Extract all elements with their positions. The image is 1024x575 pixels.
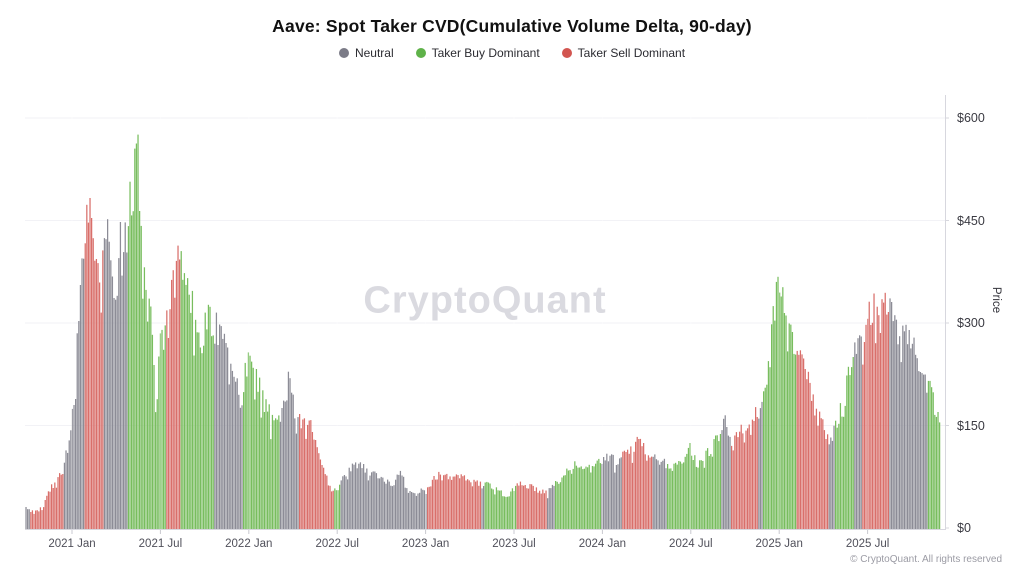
x-tick-label: 2024 Jan [578,538,627,550]
x-tick-label: 2021 Jul [138,538,183,550]
watermark: CryptoQuant [363,279,607,322]
legend-label-taker-buy: Taker Buy Dominant [431,46,540,60]
copyright-note: © CryptoQuant. All rights reserved [850,554,1002,565]
x-tick-label: 2025 Jan [755,538,803,550]
x-tick-label: 2022 Jul [315,538,359,550]
y-tick-label: $300 [957,316,985,330]
legend-item-taker-sell: Taker Sell Dominant [561,46,686,60]
legend: Neutral Taker Buy Dominant Taker Sell Do… [0,46,1024,60]
y-tick-label: $150 [957,418,985,433]
y-axis-title: Price [990,286,1002,314]
taker-buy-dot-icon [415,48,426,58]
y-tick-label: $0 [957,521,971,535]
y-axis: $0 $150 $300 $450 $600 [957,0,1017,575]
x-tick-label: 2023 Jul [492,538,536,550]
x-tick-label: 2022 Jan [225,538,273,550]
legend-label-neutral: Neutral [354,46,394,60]
neutral-dot-icon [338,48,349,58]
legend-item-neutral: Neutral [338,46,394,60]
x-tick-label: 2021 Jan [48,538,96,550]
x-tick-label: 2023 Jan [401,538,450,550]
x-tick-label: 2024 Jul [669,538,713,550]
x-axis: 2021 Jan 2021 Jul 2022 Jan 2022 Jul 2023 Jan… [0,538,1024,554]
legend-item-taker-buy: Taker Buy Dominant [415,46,540,60]
y-tick-label: $450 [957,213,985,228]
y-tick-label: $600 [957,111,985,125]
chart-title: Aave: Spot Taker CVD(Cumulative Volume D… [272,16,752,36]
taker-sell-dot-icon [561,48,572,58]
legend-label-taker-sell: Taker Sell Dominant [577,46,686,60]
x-tick-label: 2025 Jul [845,538,890,550]
